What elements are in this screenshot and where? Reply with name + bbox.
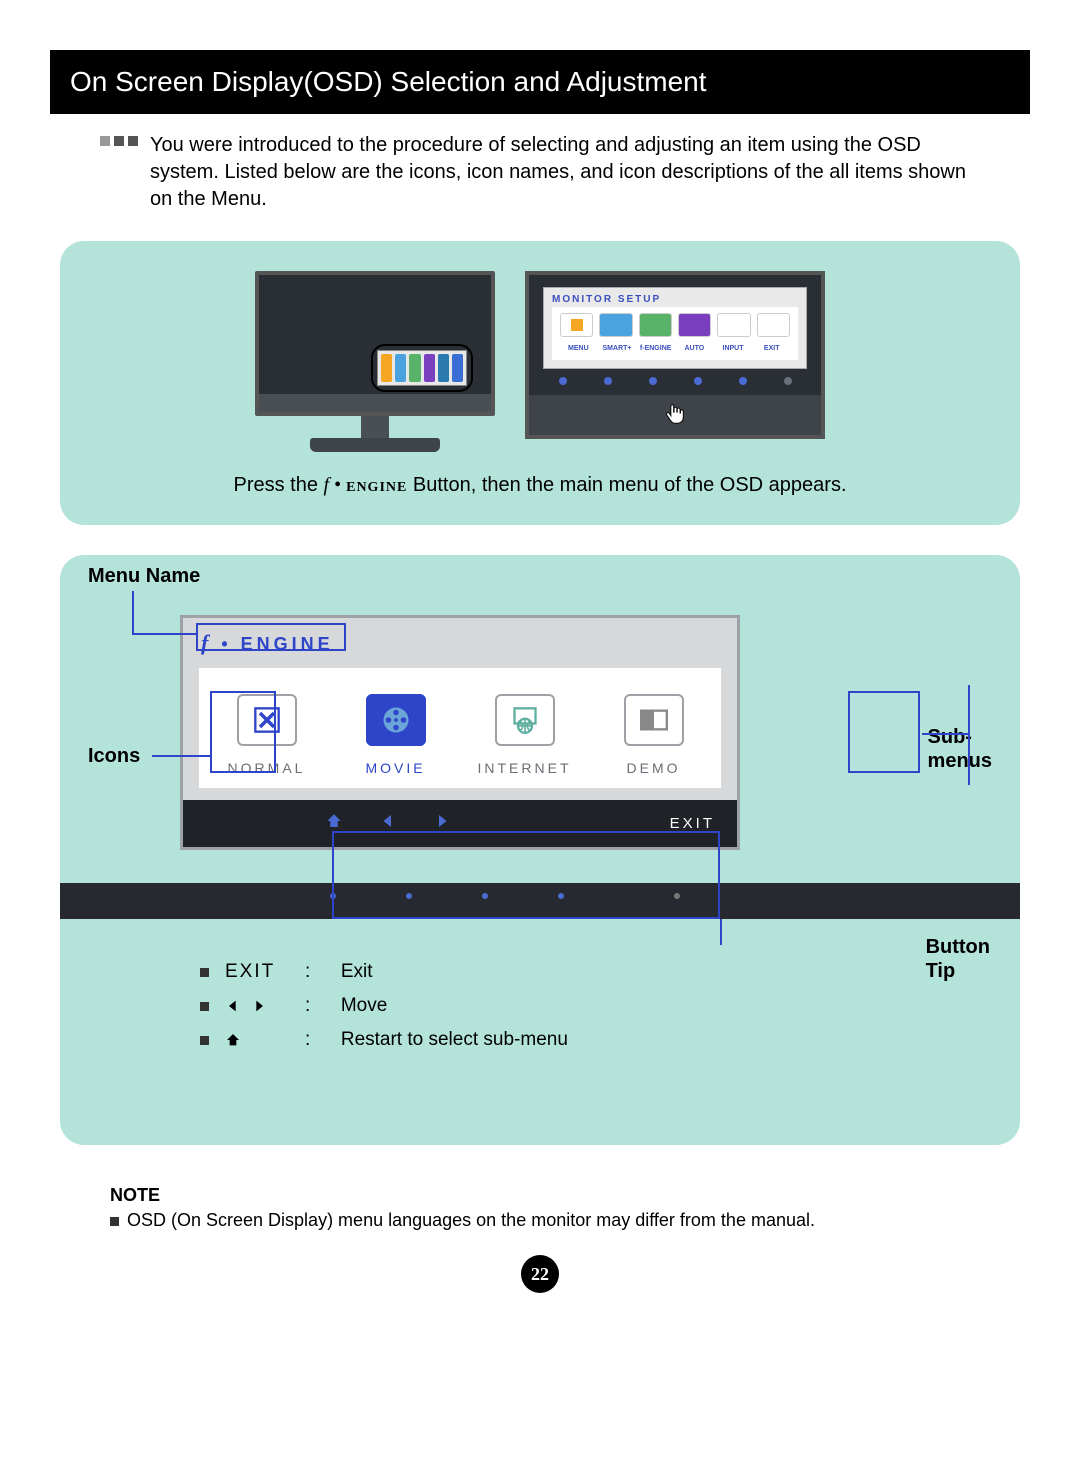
osd-item-movie[interactable]: MOVIE	[342, 694, 449, 776]
legend-desc: Exit	[341, 955, 373, 989]
zoomed-osd-illustration: MONITOR SETUP MENU SMART+ f-ENGINE AUTO	[525, 271, 825, 439]
zoom-icon-fengine	[639, 313, 672, 337]
fengine-label-icon: f • ENGINE	[324, 474, 408, 496]
callout-line-icon	[720, 919, 722, 945]
intro-paragraph: You were introduced to the procedure of …	[50, 114, 1030, 231]
button-legend: EXIT : Exit : Move : Restart to	[200, 955, 568, 1058]
callout-line-icon	[132, 633, 196, 635]
zoom-icon-exit	[757, 313, 790, 337]
caption-suffix: Button, then the main menu of the OSD ap…	[413, 474, 847, 496]
legend-desc: Move	[341, 989, 387, 1023]
zoom-label: SMART+	[599, 345, 636, 352]
bullet-square-icon	[200, 968, 209, 977]
zoom-button-dots	[529, 369, 821, 395]
panel1-caption: Press the f • ENGINE Button, then the ma…	[90, 474, 990, 497]
arrow-right-icon	[251, 998, 267, 1014]
callout-line-icon	[132, 591, 134, 633]
osd-item-demo[interactable]: DEMO	[600, 694, 707, 776]
cursor-hand-icon	[664, 401, 686, 427]
callout-box-icon	[210, 691, 276, 773]
zoom-icon-smart	[599, 313, 632, 337]
osd-item-internet[interactable]: INTERNET	[471, 694, 578, 776]
callout-line-icon	[152, 755, 210, 757]
page-number: 22	[531, 1264, 549, 1285]
globe-icon	[495, 694, 555, 746]
legend-row-move: : Move	[200, 989, 568, 1023]
caption-prefix: Press the	[233, 474, 323, 496]
zoom-title: MONITOR SETUP	[544, 288, 806, 307]
osd-item-label: DEMO	[600, 760, 707, 776]
callout-box-icon	[196, 623, 346, 651]
osd-body: NORMAL MOVIE INTERNET	[199, 668, 721, 788]
zoom-icon-row	[552, 307, 798, 343]
label-menu-name: Menu Name	[88, 565, 200, 588]
callout-box-icon	[848, 691, 920, 773]
page-number-badge: 22	[521, 1255, 559, 1293]
page-title: On Screen Display(OSD) Selection and Adj…	[70, 66, 707, 97]
zoom-icon-menu	[560, 313, 593, 337]
home-up-icon	[225, 1032, 241, 1048]
bullet-squares-icon	[100, 136, 138, 146]
arrow-left-icon	[225, 998, 241, 1014]
illustration-panel-2: Menu Name Icons Sub-menus ButtonTip f • …	[60, 555, 1020, 1145]
legend-row-restart: : Restart to select sub-menu	[200, 1023, 568, 1057]
label-icons: Icons	[88, 745, 140, 768]
zoom-label: INPUT	[715, 345, 752, 352]
zoom-icon-auto	[678, 313, 711, 337]
label-button-tip: ButtonTip	[926, 935, 990, 983]
note-title: NOTE	[110, 1185, 970, 1206]
osd-exit-label[interactable]: EXIT	[670, 815, 715, 832]
zoom-label-row: MENU SMART+ f-ENGINE AUTO INPUT EXIT	[552, 343, 798, 360]
zoom-label: EXIT	[753, 345, 790, 352]
legend-row-exit: EXIT : Exit	[200, 955, 568, 989]
bullet-square-icon	[110, 1217, 119, 1226]
osd-item-label: MOVIE	[342, 760, 449, 776]
zoom-label: f-ENGINE	[637, 345, 674, 352]
film-reel-icon	[366, 694, 426, 746]
legend-key: EXIT	[225, 955, 295, 989]
intro-text: You were introduced to the procedure of …	[150, 134, 966, 210]
illustration-panel-1: MONITOR SETUP MENU SMART+ f-ENGINE AUTO	[60, 241, 1020, 525]
callout-box-icon	[332, 831, 720, 919]
zoom-label: AUTO	[676, 345, 713, 352]
page-header: On Screen Display(OSD) Selection and Adj…	[50, 50, 1030, 114]
zoom-label: MENU	[560, 345, 597, 352]
bullet-square-icon	[200, 1036, 209, 1045]
zoom-icon-input	[717, 313, 750, 337]
monitor-illustration	[255, 271, 495, 452]
mini-osd-menu	[377, 350, 467, 386]
note-section: NOTE OSD (On Screen Display) menu langua…	[50, 1175, 1030, 1241]
callout-line-icon	[922, 733, 970, 735]
note-body-text: OSD (On Screen Display) menu languages o…	[127, 1210, 815, 1231]
half-screen-icon	[624, 694, 684, 746]
osd-item-label: INTERNET	[471, 760, 578, 776]
callout-line-icon	[968, 685, 970, 785]
legend-desc: Restart to select sub-menu	[341, 1023, 568, 1057]
bullet-square-icon	[200, 1002, 209, 1011]
